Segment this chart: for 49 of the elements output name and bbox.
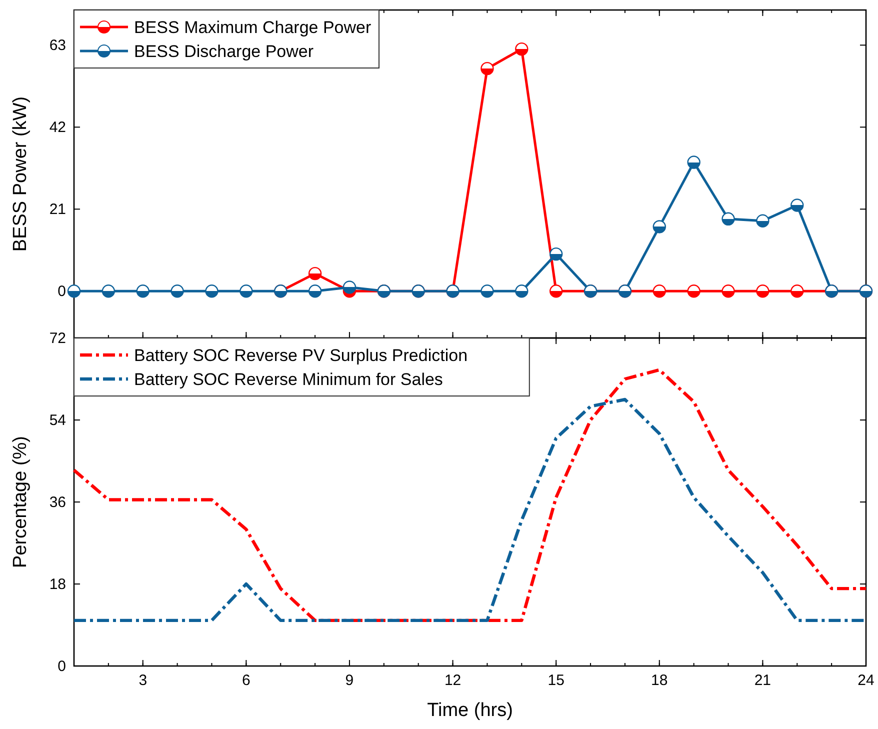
x-tick-label: 21	[754, 672, 772, 689]
y-tick-label: 54	[49, 412, 66, 429]
point	[652, 284, 666, 298]
legend-label: BESS Maximum Charge Power	[134, 18, 372, 37]
point	[790, 284, 804, 298]
y-tick-label: 0	[58, 658, 66, 675]
point	[790, 198, 804, 212]
point	[652, 220, 666, 234]
point	[67, 284, 81, 298]
y-tick-label: 18	[49, 576, 66, 593]
y-tick-label: 63	[49, 37, 66, 54]
point	[549, 247, 563, 261]
x-axis-title: Time (hrs)	[427, 700, 513, 721]
y-tick-label: 36	[49, 494, 66, 511]
point	[480, 284, 494, 298]
x-tick-label: 15	[548, 672, 564, 689]
y-tick-label: 42	[49, 119, 66, 136]
point	[722, 212, 735, 226]
y-tick-label: 21	[49, 201, 66, 218]
point	[342, 280, 356, 294]
point	[136, 284, 150, 298]
point	[308, 284, 322, 298]
point	[515, 42, 528, 56]
y-tick-label: 72	[49, 330, 66, 347]
point	[102, 284, 116, 298]
y-tick-label: 0	[58, 283, 66, 300]
point	[480, 62, 494, 76]
x-tick-label: 6	[242, 672, 250, 689]
y-axis-title: Percentage (%)	[10, 436, 31, 568]
legend-label: Battery SOC Reverse Minimum for Sales	[134, 370, 443, 389]
point	[308, 266, 322, 280]
x-tick-label: 24	[858, 672, 874, 689]
y-axis-title: BESS Power (kW)	[10, 96, 31, 252]
legend-label: BESS Discharge Power	[134, 42, 314, 61]
point	[549, 284, 563, 298]
x-tick-label: 9	[345, 672, 354, 689]
point	[687, 156, 700, 169]
legend-label: Battery SOC Reverse PV Surplus Prediction	[134, 346, 468, 365]
point	[205, 284, 218, 298]
point	[722, 284, 735, 298]
point	[756, 214, 770, 228]
x-tick-label: 12	[444, 672, 462, 689]
point	[687, 284, 700, 298]
point	[170, 284, 184, 298]
x-tick-label: 18	[651, 672, 668, 689]
point	[515, 284, 528, 298]
point	[240, 284, 253, 298]
x-tick-label: 3	[138, 672, 148, 689]
point	[756, 284, 770, 298]
